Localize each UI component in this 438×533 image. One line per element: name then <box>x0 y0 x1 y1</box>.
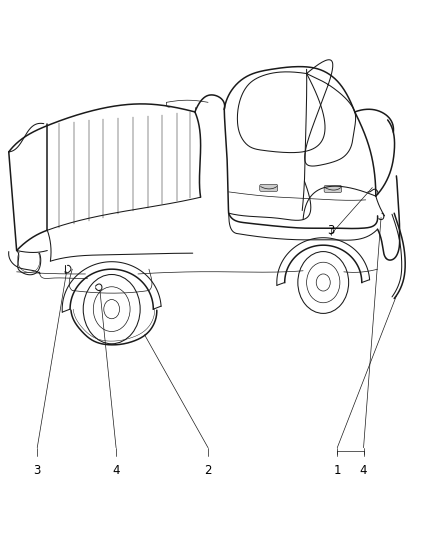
Text: 3: 3 <box>327 224 334 237</box>
Text: 3: 3 <box>34 464 41 477</box>
Text: 2: 2 <box>204 464 212 477</box>
Text: 4: 4 <box>112 464 120 477</box>
Text: 1: 1 <box>333 464 341 477</box>
FancyBboxPatch shape <box>260 184 278 191</box>
FancyBboxPatch shape <box>324 185 342 192</box>
Text: 4: 4 <box>360 464 367 477</box>
